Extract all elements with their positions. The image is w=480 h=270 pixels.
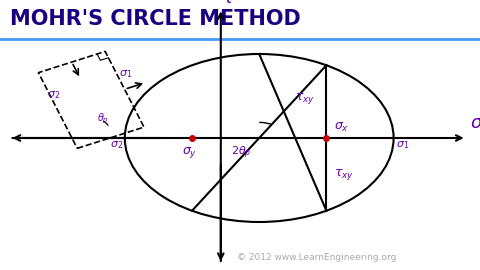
Text: $\sigma_x$: $\sigma_x$	[334, 121, 349, 134]
Text: $2\theta_p$: $2\theta_p$	[231, 144, 252, 161]
Text: $\sigma_y$: $\sigma_y$	[182, 145, 198, 160]
Text: $\tau_{xy}$: $\tau_{xy}$	[295, 91, 315, 106]
Text: $\sigma_1$: $\sigma_1$	[396, 140, 409, 151]
Text: $\theta_p$: $\theta_p$	[97, 112, 109, 126]
Text: $\sigma_2$: $\sigma_2$	[110, 140, 123, 151]
Text: © 2012 www.LearnEngineering.org: © 2012 www.LearnEngineering.org	[237, 253, 396, 262]
Text: $\sigma$: $\sigma$	[470, 114, 480, 132]
Text: $\tau_{xy}$: $\tau_{xy}$	[334, 167, 354, 182]
Text: MOHR'S CIRCLE METHOD: MOHR'S CIRCLE METHOD	[10, 9, 300, 29]
Text: $\sigma_2$: $\sigma_2$	[47, 89, 60, 101]
Text: $\sigma_1$: $\sigma_1$	[119, 68, 132, 80]
Text: $\tau$: $\tau$	[222, 0, 235, 7]
